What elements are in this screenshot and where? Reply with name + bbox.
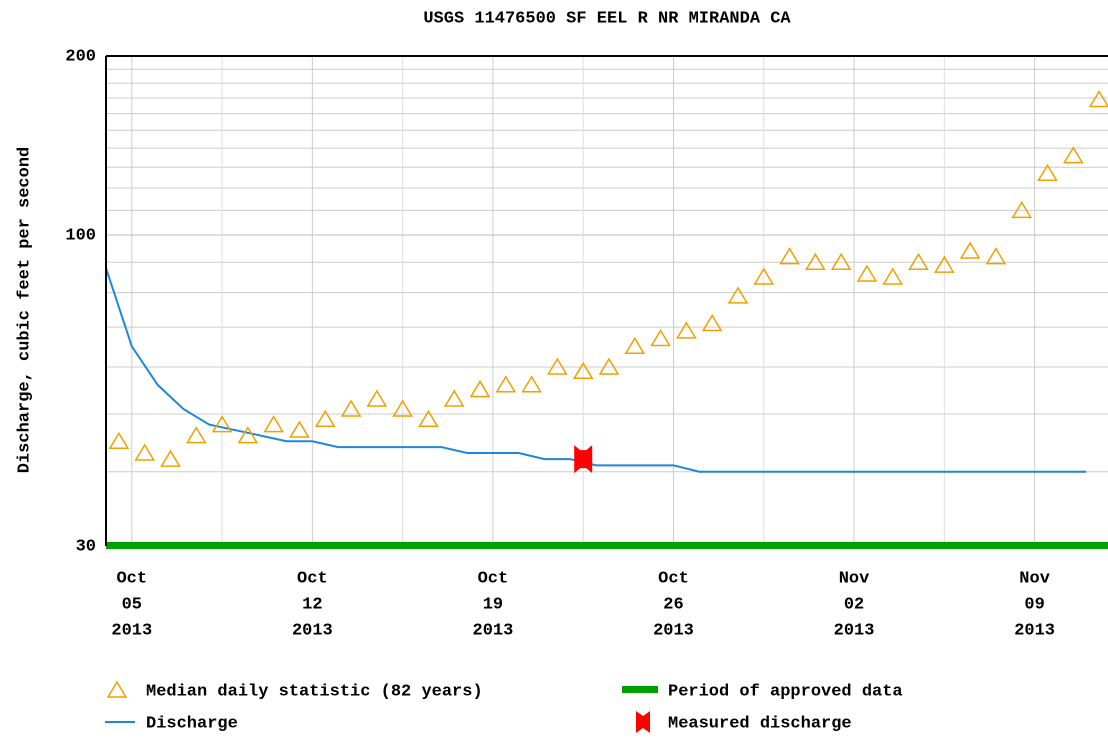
- median-marker: [160, 449, 181, 467]
- x-tick-label: Oct: [297, 569, 328, 588]
- approved-period-bar: [106, 542, 1108, 549]
- median-marker: [856, 264, 878, 282]
- median-marker: [366, 389, 388, 407]
- x-tick-label: Oct: [658, 569, 689, 588]
- median-marker: [624, 336, 646, 355]
- x-tick-label: 05: [122, 595, 142, 614]
- median-marker: [779, 247, 800, 265]
- measured-marker: [574, 445, 593, 474]
- y-tick-label: 30: [76, 537, 96, 556]
- median-marker: [134, 443, 156, 461]
- median-marker: [237, 426, 259, 444]
- median-marker: [521, 375, 542, 393]
- legend-icon: [622, 686, 658, 693]
- x-tick-label: Nov: [839, 569, 870, 588]
- legend-label: Median daily statistic (82 years): [146, 682, 483, 701]
- chart-title: USGS 11476500 SF EEL R NR MIRANDA CA: [423, 9, 791, 28]
- x-tick-label: Oct: [116, 569, 147, 588]
- median-marker: [676, 321, 697, 339]
- median-marker: [263, 415, 284, 433]
- x-tick-label: 26: [663, 595, 683, 614]
- discharge-line: [106, 267, 1087, 473]
- x-tick-label: 19: [483, 595, 503, 614]
- median-marker: [959, 241, 981, 259]
- legend-label: Measured discharge: [668, 714, 852, 733]
- median-marker: [185, 426, 207, 444]
- x-tick-label: 2013: [1014, 621, 1055, 640]
- median-marker: [469, 379, 491, 398]
- y-tick-label: 100: [65, 227, 96, 246]
- median-marker: [701, 314, 723, 332]
- median-marker: [727, 286, 749, 304]
- x-tick-label: Nov: [1019, 569, 1050, 588]
- legend-icon: [106, 680, 128, 698]
- median-marker: [108, 431, 130, 450]
- median-marker: [443, 389, 465, 407]
- median-marker: [805, 252, 826, 270]
- median-marker: [1088, 90, 1108, 108]
- legend-label: Period of approved data: [668, 682, 903, 701]
- median-marker: [985, 247, 1007, 265]
- median-marker: [830, 252, 852, 270]
- x-tick-label: 12: [302, 595, 322, 614]
- median-marker: [392, 399, 413, 417]
- median-marker: [882, 267, 904, 285]
- x-tick-label: 2013: [834, 621, 875, 640]
- median-marker: [1062, 146, 1084, 164]
- median-marker: [211, 415, 233, 433]
- median-marker: [908, 252, 929, 270]
- median-marker: [289, 420, 310, 438]
- legend-icon: [636, 711, 650, 733]
- median-marker: [495, 375, 517, 393]
- x-tick-label: 02: [844, 595, 864, 614]
- median-marker: [1037, 163, 1058, 182]
- median-marker: [650, 329, 671, 347]
- x-tick-label: 2013: [473, 621, 514, 640]
- median-marker: [572, 361, 594, 380]
- x-tick-label: 2013: [653, 621, 694, 640]
- y-tick-label: 200: [65, 47, 96, 66]
- median-marker: [340, 399, 362, 417]
- plot-area: [106, 55, 1108, 549]
- x-tick-label: Oct: [478, 569, 509, 588]
- median-marker: [1011, 200, 1033, 219]
- median-marker: [598, 357, 620, 375]
- median-marker: [418, 409, 439, 428]
- y-axis-label: Discharge, cubic feet per second: [15, 147, 34, 473]
- legend-label: Discharge: [146, 714, 238, 733]
- x-tick-label: 2013: [111, 621, 152, 640]
- x-tick-label: 2013: [292, 621, 333, 640]
- median-marker: [547, 357, 568, 375]
- median-marker: [934, 255, 955, 273]
- median-marker: [314, 409, 336, 428]
- median-marker: [753, 267, 775, 285]
- x-tick-label: 09: [1024, 595, 1044, 614]
